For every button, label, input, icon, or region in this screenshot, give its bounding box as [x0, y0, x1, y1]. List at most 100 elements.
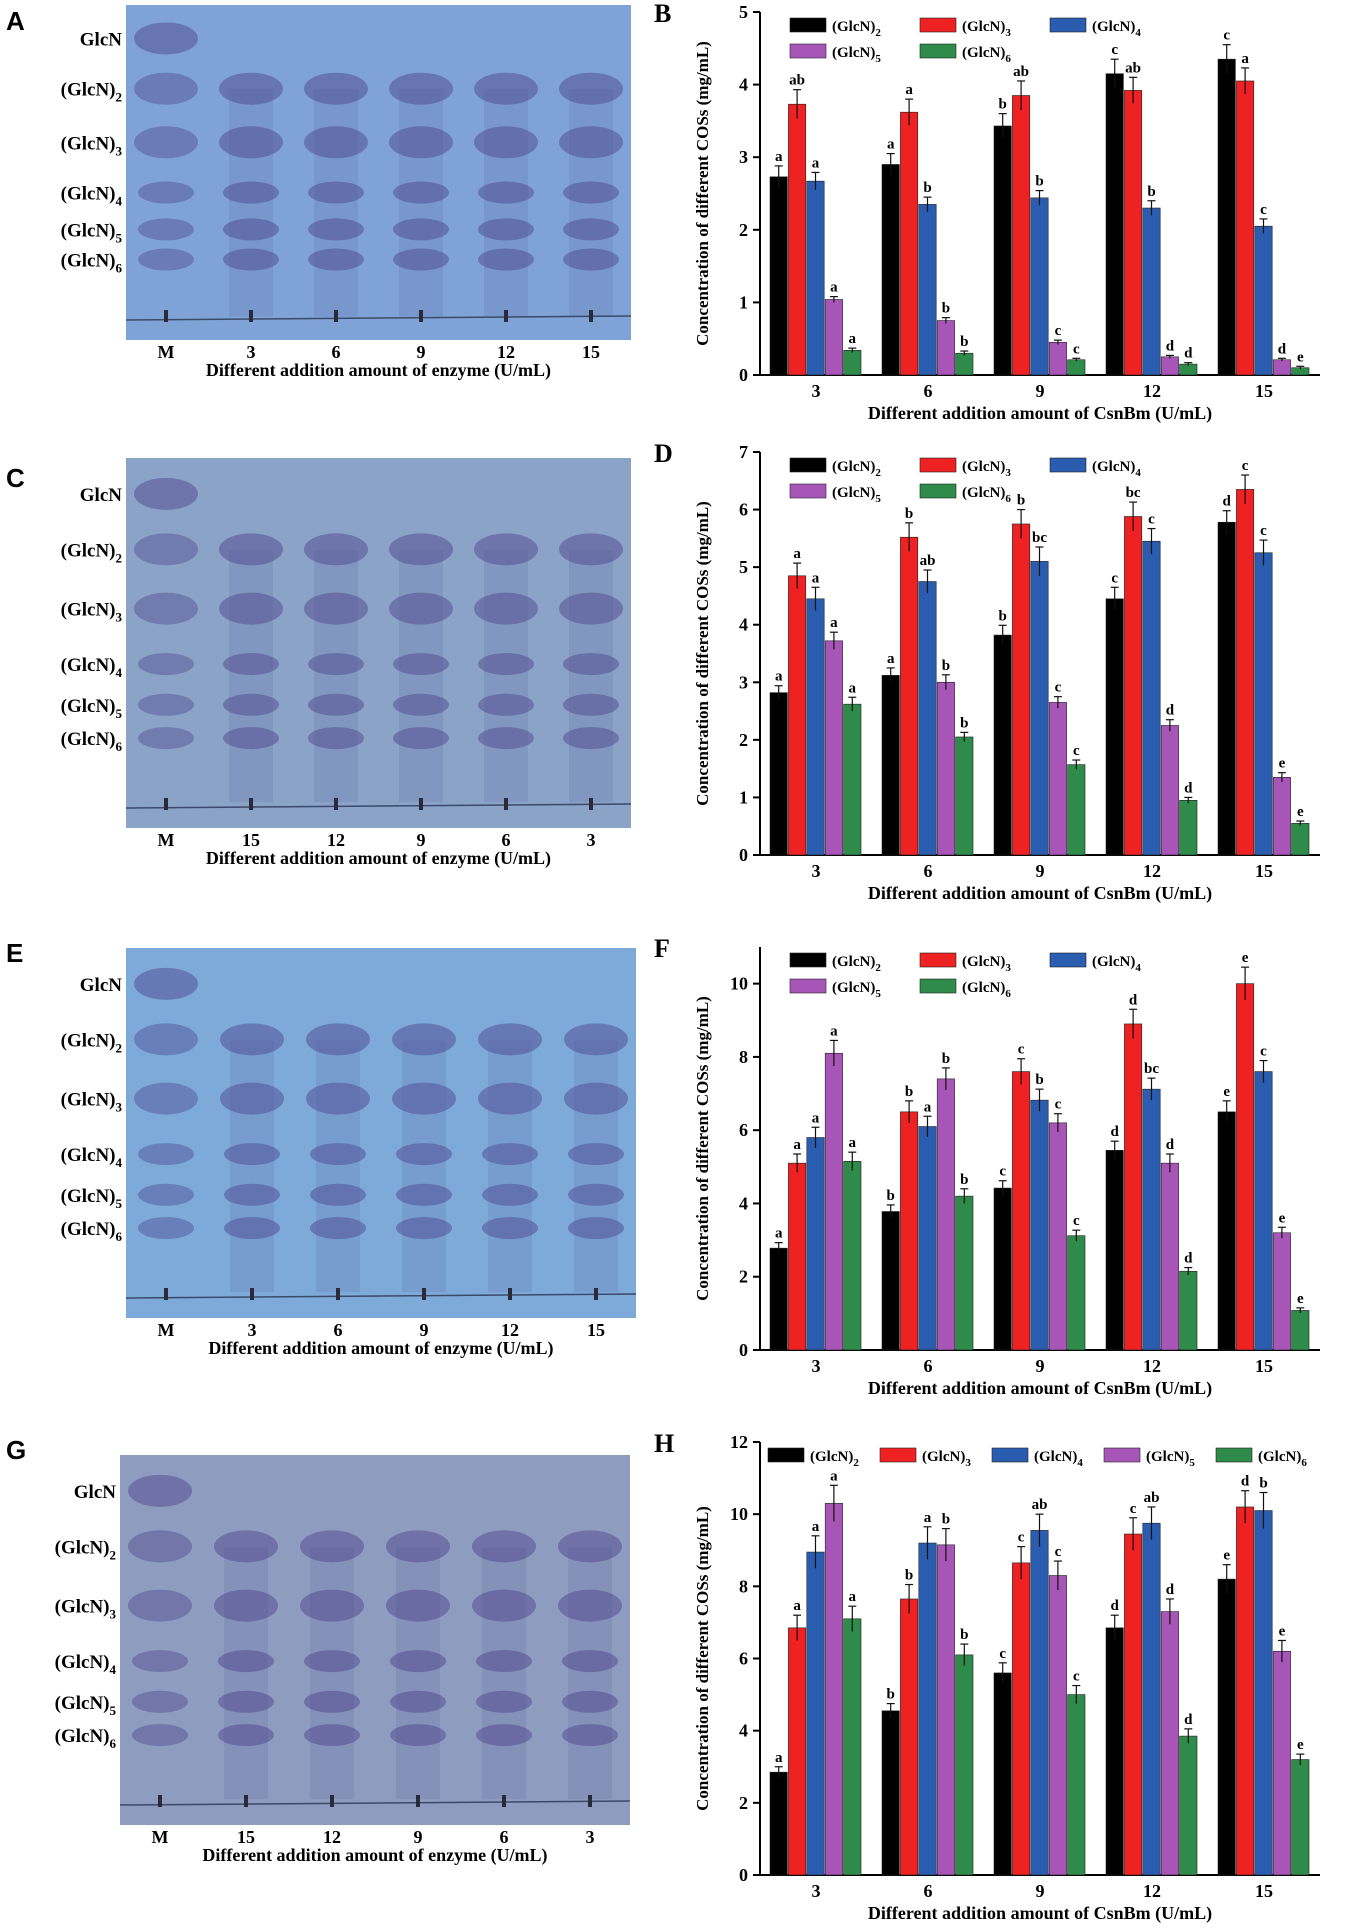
application-mark [588, 1795, 592, 1807]
significance-label: c [1111, 570, 1118, 586]
significance-label: b [960, 1172, 968, 1188]
significance-label: a [849, 680, 857, 696]
tlc-spot [564, 1023, 628, 1056]
lane-label: 3 [587, 830, 596, 850]
bar [824, 1052, 843, 1351]
application-mark [594, 1288, 598, 1300]
lane-label: 12 [497, 342, 515, 362]
x-tick-label: 12 [1143, 381, 1161, 401]
significance-label: e [1297, 1291, 1304, 1307]
lane-label: 3 [247, 342, 256, 362]
lane-label: 12 [327, 830, 345, 850]
legend-swatch [789, 483, 827, 499]
legend-swatch [789, 17, 827, 33]
tlc-spot [223, 218, 279, 241]
tlc-spot [223, 181, 279, 204]
band-label: (GlcN)2 [55, 1537, 116, 1562]
significance-label: b [1259, 1476, 1267, 1492]
bar [788, 1627, 807, 1876]
lane-smear [229, 550, 273, 803]
significance-label: e [1279, 1210, 1286, 1226]
significance-label: a [849, 331, 857, 347]
bar [918, 581, 937, 856]
bar [955, 352, 974, 376]
bar [1179, 1735, 1198, 1876]
y-tick-label: 4 [739, 75, 748, 95]
tlc-spot [223, 653, 279, 676]
bar [993, 634, 1012, 856]
bar [993, 125, 1012, 376]
tlc-spot [478, 218, 534, 241]
significance-label: e [1279, 756, 1286, 772]
tlc-spot [392, 1082, 456, 1115]
significance-label: a [1241, 51, 1249, 67]
lane-smear [488, 1040, 532, 1293]
x-tick-label: 15 [1255, 1356, 1273, 1376]
significance-label: c [1073, 1669, 1080, 1685]
application-mark [330, 1795, 334, 1807]
application-mark [422, 1288, 426, 1300]
significance-label: d [1223, 494, 1232, 510]
tlc-spot [214, 1530, 278, 1563]
tlc-spot [482, 1217, 538, 1240]
tlc-spot [138, 1183, 194, 1206]
tlc-spot [134, 533, 198, 566]
band-label: (GlcN)5 [55, 1693, 117, 1718]
x-tick-label: 6 [924, 1881, 933, 1901]
application-mark [504, 310, 508, 322]
bar [1236, 1506, 1255, 1876]
lane-smear [402, 1040, 446, 1293]
application-mark [502, 1795, 506, 1807]
lane-label: 3 [586, 1827, 595, 1847]
tlc-spot [224, 1183, 280, 1206]
significance-label: a [775, 669, 783, 685]
legend-label: (GlcN)3 [962, 459, 1011, 479]
y-tick-label: 6 [739, 500, 748, 520]
legend-label: (GlcN)5 [832, 980, 881, 1000]
tlc-spot [128, 1530, 192, 1563]
x-tick-label: 15 [1255, 381, 1273, 401]
tlc-spot [138, 1217, 194, 1240]
tlc-spot [562, 1650, 618, 1673]
tlc-spot [304, 126, 368, 159]
y-tick-label: 4 [739, 1193, 748, 1213]
significance-label: bc [1126, 485, 1141, 501]
band-label: GlcN [80, 485, 122, 506]
tlc-spot [476, 1724, 532, 1747]
bar [918, 1542, 937, 1876]
significance-label: c [1130, 1501, 1137, 1517]
panel-letter: H [654, 1429, 674, 1458]
bar [1012, 1562, 1031, 1876]
application-mark [419, 310, 423, 322]
band-label: (GlcN)6 [55, 1726, 117, 1751]
significance-label: a [775, 1750, 783, 1766]
lane-label: 15 [237, 1827, 255, 1847]
y-tick-label: 4 [739, 615, 748, 635]
y-axis-label: Concentration of different COSs (mg/mL) [693, 501, 712, 806]
y-tick-label: 8 [739, 1047, 748, 1067]
bar [1142, 207, 1161, 376]
significance-label: b [905, 506, 913, 522]
significance-label: e [1223, 1084, 1230, 1100]
y-tick-label: 1 [739, 787, 748, 807]
tlc-spot [389, 592, 453, 625]
tlc-spot [562, 1690, 618, 1713]
tlc-spot [218, 1650, 274, 1673]
lane-label: M [158, 342, 175, 362]
legend-label: (GlcN)4 [1034, 1449, 1083, 1469]
significance-label: a [812, 155, 820, 171]
x-tick-label: 15 [1255, 1881, 1273, 1901]
bar [900, 111, 919, 376]
tlc-spot [128, 1474, 192, 1507]
application-mark [164, 310, 168, 322]
bar [1012, 95, 1031, 376]
bar [1254, 225, 1273, 376]
tlc-spot [306, 1082, 370, 1115]
significance-label: c [1055, 680, 1062, 696]
significance-label: e [1242, 950, 1249, 966]
lane-smear [396, 1547, 440, 1800]
y-tick-label: 5 [739, 557, 748, 577]
tlc-spot [478, 653, 534, 676]
legend-swatch [991, 1447, 1029, 1463]
tlc-spot [224, 1143, 280, 1166]
